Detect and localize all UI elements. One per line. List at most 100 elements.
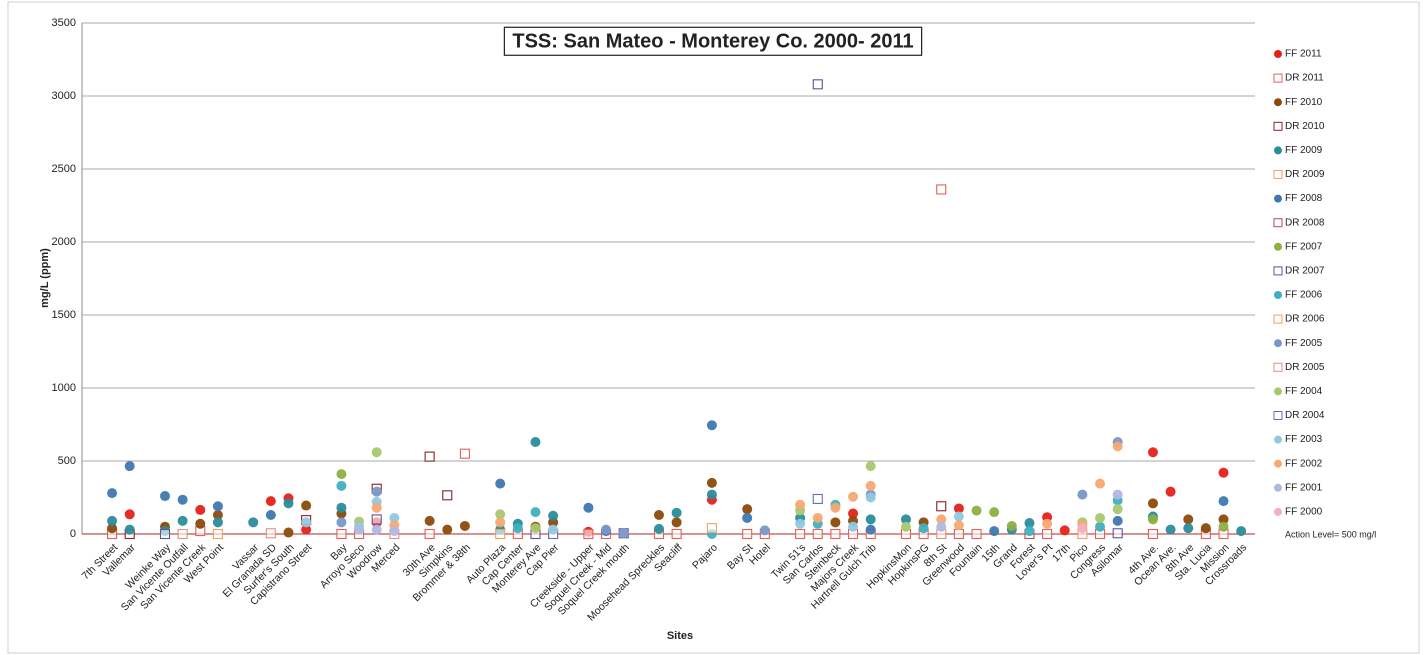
point: [177, 515, 188, 526]
legend-label: DR 2007: [1285, 266, 1325, 277]
point: [953, 528, 964, 540]
point: [530, 437, 541, 448]
point: [742, 512, 753, 523]
point: [530, 507, 541, 518]
point: [389, 512, 400, 523]
point: [848, 521, 859, 532]
point: [1165, 486, 1176, 497]
point: [1095, 521, 1106, 532]
y-tick-label: 2500: [52, 163, 76, 175]
point: [936, 514, 947, 525]
point: [583, 502, 594, 513]
point: [759, 525, 770, 536]
point: [459, 520, 470, 531]
point: [918, 523, 929, 534]
point: [424, 451, 435, 462]
chart-title: TSS: San Mateo - Monterey Co. 2000- 2011: [512, 30, 913, 52]
point: [1042, 518, 1053, 529]
point: [442, 524, 453, 535]
point: [495, 528, 506, 540]
legend-label: FF 2004: [1285, 386, 1323, 397]
point: [248, 517, 259, 528]
legend-label: FF 2007: [1285, 241, 1323, 252]
point: [301, 524, 312, 535]
point: [124, 461, 135, 472]
point: [212, 528, 223, 540]
legend-label: FF 2008: [1285, 193, 1323, 204]
point: [1059, 525, 1070, 536]
legend-marker: [1274, 242, 1282, 251]
point: [830, 502, 841, 513]
point: [1200, 523, 1211, 534]
point: [336, 517, 347, 528]
point: [812, 528, 823, 540]
point: [265, 496, 276, 507]
legend-marker: [1273, 73, 1283, 83]
point: [1024, 518, 1035, 529]
point: [159, 528, 171, 540]
legend-marker: [1274, 98, 1282, 107]
point: [1218, 496, 1229, 507]
legend-marker: [1273, 266, 1283, 276]
legend-label: DR 2009: [1285, 169, 1325, 180]
point: [812, 79, 823, 90]
point: [1218, 521, 1229, 532]
point: [971, 505, 982, 516]
point: [812, 512, 823, 523]
point: [389, 526, 400, 537]
legend-marker: [1273, 170, 1283, 179]
point: [1077, 489, 1088, 500]
legend-marker: [1273, 411, 1283, 420]
point: [212, 510, 223, 521]
chart-frame: [7, 1, 1420, 654]
legend-marker: [1274, 387, 1282, 396]
legend-label: DR 2008: [1285, 217, 1325, 228]
point: [1112, 528, 1123, 539]
point: [1095, 512, 1106, 523]
point: [371, 514, 382, 525]
point: [371, 502, 382, 513]
legend-marker: [1274, 483, 1282, 492]
point: [1147, 498, 1158, 509]
point: [1095, 478, 1106, 489]
y-tick-label: 1500: [52, 309, 76, 321]
legend-label: DR 2011: [1285, 73, 1324, 84]
legend-marker: [1274, 435, 1282, 444]
point: [265, 510, 276, 521]
point: [159, 491, 170, 502]
legend-label: FF 2006: [1285, 290, 1323, 301]
legend-label: FF 2001: [1285, 482, 1323, 493]
point: [706, 489, 717, 500]
y-tick-label: 3000: [52, 90, 76, 102]
point: [830, 517, 841, 528]
annotation: Action Level= 500 mg/l: [1285, 529, 1376, 539]
point: [1042, 528, 1053, 540]
point: [653, 510, 664, 521]
point: [371, 524, 382, 535]
point: [936, 521, 947, 532]
point: [177, 528, 188, 540]
legend-label: FF 2002: [1285, 458, 1323, 469]
point: [442, 490, 453, 501]
point: [706, 523, 717, 534]
legend-label: FF 2011: [1285, 49, 1322, 60]
point: [1147, 447, 1158, 458]
point: [989, 526, 1000, 537]
legend-marker: [1273, 362, 1283, 372]
point: [283, 498, 294, 509]
point: [989, 507, 1000, 518]
point: [354, 524, 365, 535]
point: [1165, 524, 1176, 535]
legend-marker: [1274, 459, 1282, 468]
legend-marker: [1274, 146, 1282, 155]
point: [953, 520, 964, 531]
point: [107, 515, 118, 526]
point: [548, 510, 559, 521]
point: [212, 501, 223, 512]
legend-marker: [1273, 314, 1283, 324]
point: [336, 469, 347, 480]
y-axis-label: mg/L (ppm): [39, 248, 51, 308]
point: [107, 488, 118, 499]
y-tick-label: 3500: [52, 17, 76, 29]
